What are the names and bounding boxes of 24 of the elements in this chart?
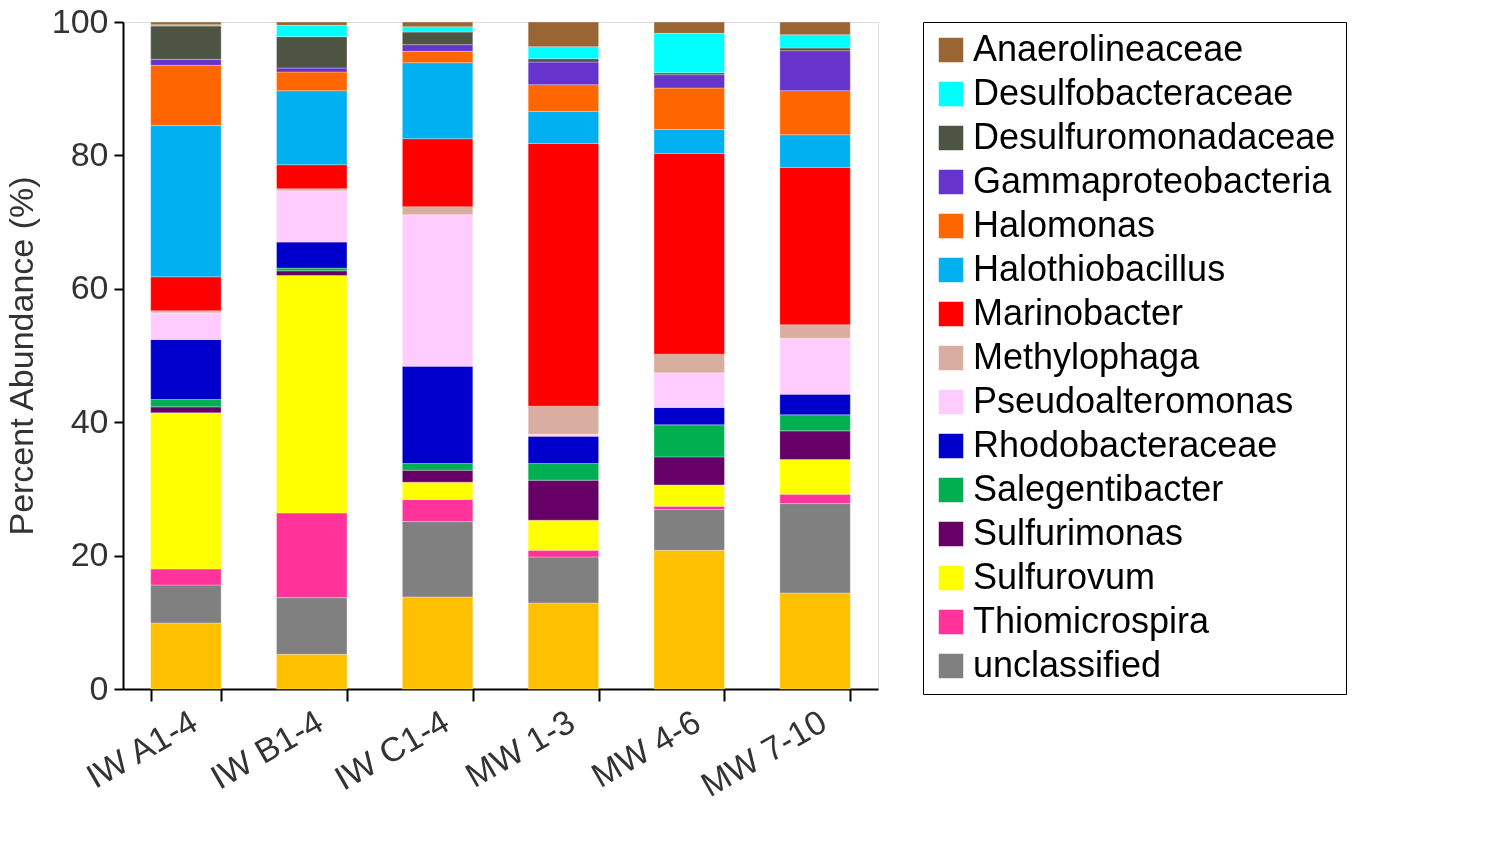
legend-label: Anaerolineaceae xyxy=(973,28,1244,69)
legend-label: Thiomicrospira xyxy=(973,600,1211,641)
y-tick-label: 100 xyxy=(51,1,109,40)
legend-label: Desulfobacteraceae xyxy=(973,72,1294,113)
legend-label: unclassified xyxy=(973,644,1162,685)
y-tick-label: 40 xyxy=(70,401,109,440)
legend-label: Desulfuromonadaceae xyxy=(973,116,1336,157)
legend-label: Halomonas xyxy=(973,204,1156,245)
legend-label: Methylophaga xyxy=(973,336,1201,377)
legend-label: Salegentibacter xyxy=(973,468,1224,509)
legend-label: Marinobacter xyxy=(973,292,1184,333)
y-tick-label: 80 xyxy=(70,134,109,173)
legend-label: Rhodobacteraceae xyxy=(973,424,1278,465)
legend-label: Pseudoalteromonas xyxy=(973,380,1294,421)
legend-label: Gammaproteobacteria xyxy=(973,160,1333,201)
x-tick-label: IW C1-4 xyxy=(328,702,456,798)
y-axis-title: Percent Abundance (%) xyxy=(1,176,40,536)
y-tick-label: 20 xyxy=(70,535,109,574)
x-tick-label: IW B1-4 xyxy=(203,702,330,797)
legend-label: Sulfurovum xyxy=(973,556,1156,597)
x-tick-label: MW 1-3 xyxy=(458,702,581,795)
legend-label: Halothiobacillus xyxy=(973,248,1226,289)
y-tick-label: 60 xyxy=(70,268,109,307)
legend-label: Sulfurimonas xyxy=(973,512,1184,553)
